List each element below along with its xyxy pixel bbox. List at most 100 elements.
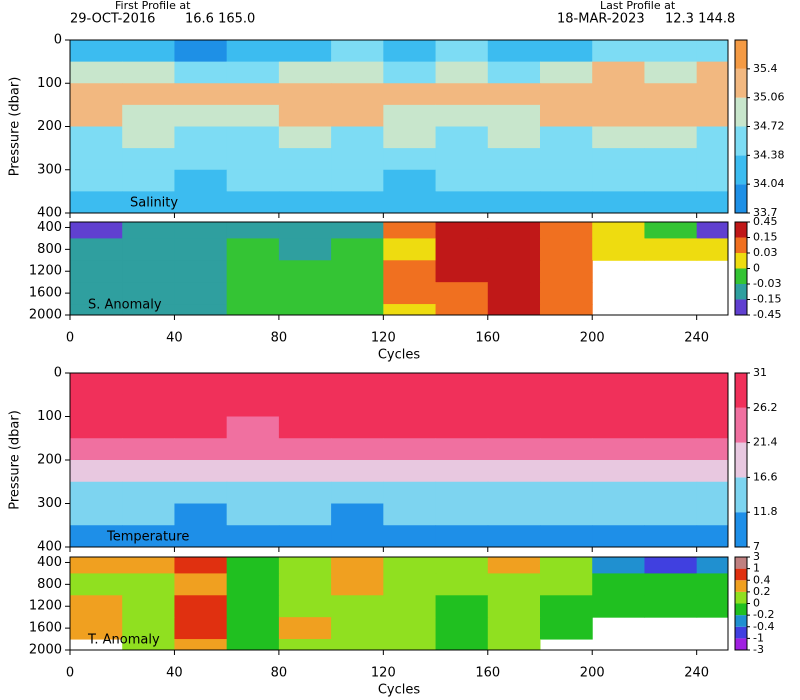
heat-cell [696, 595, 728, 618]
heat-cell [644, 481, 698, 504]
heat-cell [122, 260, 175, 283]
colorbar-label: 34.38 [753, 148, 785, 161]
heat-cell [435, 304, 489, 315]
heat-cell [278, 557, 332, 574]
heat-cell [383, 595, 437, 618]
colorbar-swatch [735, 442, 747, 478]
heat-cell [540, 104, 593, 127]
heat-cell [435, 222, 489, 239]
heat-cell [644, 525, 698, 547]
colorbar-swatch [735, 407, 747, 443]
heat-cell [70, 40, 123, 63]
heat-cell [383, 238, 437, 261]
heat-cell [383, 639, 437, 650]
heat-cell [540, 83, 593, 106]
heat-cell [174, 126, 228, 149]
heat-cell [122, 639, 175, 650]
heat-cell [174, 304, 228, 315]
colorbar-label: 21.4 [753, 436, 778, 449]
heat-cell [487, 222, 541, 239]
x-tick-label: 120 [371, 666, 396, 681]
heat-cell [122, 557, 175, 574]
heat-cell [122, 438, 175, 461]
y-tick-label: 200 [37, 119, 62, 134]
heat-cell [487, 573, 541, 596]
y-tick-label: 400 [37, 540, 62, 555]
heat-cell [226, 525, 280, 547]
y-tick-label: 300 [37, 496, 62, 511]
heat-cell [540, 126, 593, 149]
heat-cell [540, 416, 593, 439]
heat-cell [435, 573, 489, 596]
heat-cell [174, 191, 228, 213]
heat-cell [540, 557, 593, 574]
heat-cell [70, 525, 123, 547]
heat-cell [174, 525, 228, 547]
heat-cell [226, 639, 280, 650]
colorbar-swatch [735, 615, 747, 627]
heat-cell [487, 525, 541, 547]
colorbar-label: -3 [753, 643, 764, 656]
heat-cell [383, 503, 437, 526]
y-tick-label: 200 [37, 453, 62, 468]
heat-cell [592, 557, 645, 574]
heat-cell [435, 617, 489, 640]
heat-cell [122, 503, 175, 526]
heat-cell [644, 460, 698, 483]
heat-cell [331, 222, 384, 239]
heat-cell [331, 573, 384, 596]
heat-cell [435, 126, 489, 149]
colorbar-swatch [735, 512, 747, 547]
heat-cell [226, 595, 280, 618]
panel-label: T. Anomaly [87, 633, 160, 648]
heat-cell [644, 503, 698, 526]
heat-cell [70, 304, 123, 315]
heat-cell [278, 525, 332, 547]
header-text: 29-OCT-2016 [70, 12, 155, 27]
heat-cell [70, 169, 123, 192]
heat-cell [383, 40, 437, 63]
heat-cell [383, 83, 437, 106]
heat-cell [278, 191, 332, 213]
heat-cell [226, 557, 280, 574]
heat-cell [435, 460, 489, 483]
colorbar-swatch [735, 284, 747, 300]
colorbar-swatch [735, 40, 747, 69]
colorbar-swatch [735, 299, 747, 315]
heat-cell [540, 481, 593, 504]
heat-cell [435, 481, 489, 504]
heat-cell [592, 573, 645, 596]
heat-cell [696, 503, 728, 526]
heat-cell [540, 373, 593, 396]
heat-cell [278, 83, 332, 106]
y-tick-label: 1600 [29, 621, 62, 636]
heat-cell [70, 416, 123, 439]
heat-cell [592, 525, 645, 547]
heat-cell [174, 503, 228, 526]
heat-cell [226, 222, 280, 239]
heat-cell [331, 169, 384, 192]
heat-cell [331, 304, 384, 315]
colorbar-label: 34.72 [753, 120, 785, 133]
heat-cell [331, 595, 384, 618]
heat-cell [278, 238, 332, 261]
heat-cell [174, 617, 228, 640]
heat-cell [174, 83, 228, 106]
colorbar-label: -0.2 [753, 608, 774, 621]
plot-area [70, 40, 728, 213]
header-text: 18-MAR-2023 [557, 12, 645, 27]
heat-cell [174, 557, 228, 574]
heat-cell [435, 438, 489, 461]
plot-area [70, 222, 728, 315]
heat-cell [592, 40, 645, 63]
heat-cell [696, 238, 728, 261]
heat-cell [331, 148, 384, 171]
colorbar-label: 0.2 [753, 585, 771, 598]
heat-cell [174, 573, 228, 596]
heat-cell [226, 260, 280, 283]
heat-cell [540, 617, 593, 640]
colorbar-swatch [735, 126, 747, 156]
heat-cell [592, 438, 645, 461]
header-text: 16.6 165.0 [185, 12, 255, 27]
heat-cell [226, 169, 280, 192]
